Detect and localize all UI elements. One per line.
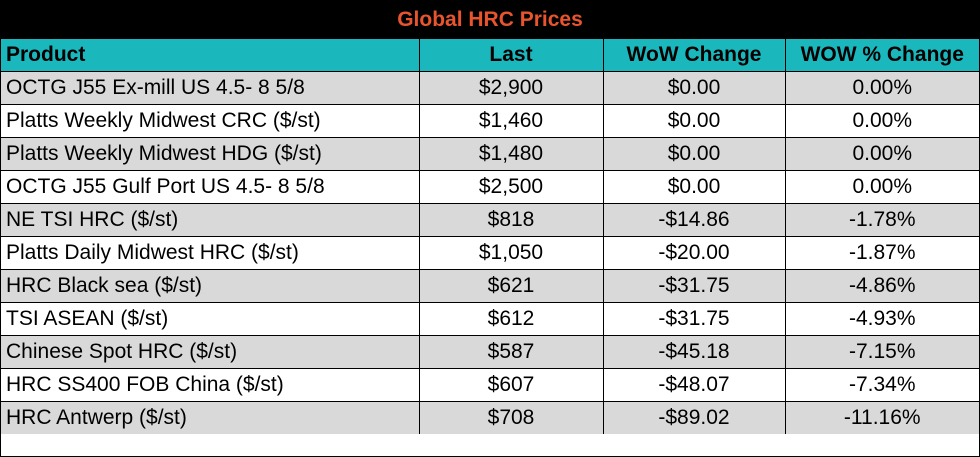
table-row: OCTG J55 Gulf Port US 4.5- 8 5/8 $2,500 $0… xyxy=(1,170,979,204)
cell-wow-change: -$45.18 xyxy=(602,335,786,369)
cell-wow-change: $0.00 xyxy=(602,71,786,105)
cell-wow-pct-change: 0.00% xyxy=(784,170,979,204)
cell-wow-pct-change: 0.00% xyxy=(784,104,979,138)
cell-wow-pct-change: -4.86% xyxy=(784,269,979,303)
cell-wow-pct-change: -4.93% xyxy=(784,302,979,336)
cell-wow-pct-change: -7.15% xyxy=(784,335,979,369)
table-row: OCTG J55 Ex-mill US 4.5- 8 5/8 $2,900 $0.0… xyxy=(1,71,979,105)
cell-last: $1,460 xyxy=(418,104,604,138)
table-row: HRC Black sea ($/st) $621 -$31.75 -4.86% xyxy=(1,269,979,303)
cell-last: $621 xyxy=(418,269,604,303)
cell-last: $1,480 xyxy=(418,137,604,171)
cell-last: $1,050 xyxy=(418,236,604,270)
cell-product: OCTG J55 Ex-mill US 4.5- 8 5/8 xyxy=(1,71,420,105)
cell-last: $612 xyxy=(418,302,604,336)
column-header-product: Product xyxy=(1,39,420,72)
cell-product: HRC Black sea ($/st) xyxy=(1,269,420,303)
table-row: TSI ASEAN ($/st) $612 -$31.75 -4.93% xyxy=(1,302,979,336)
cell-last: $607 xyxy=(418,368,604,402)
cell-wow-pct-change: -7.34% xyxy=(784,368,979,402)
cell-last: $818 xyxy=(418,203,604,237)
cell-wow-change: $0.00 xyxy=(602,170,786,204)
cell-product: OCTG J55 Gulf Port US 4.5- 8 5/8 xyxy=(1,170,420,204)
price-table: Product Last WoW Change WOW % Change OCT… xyxy=(1,39,979,434)
table-row: Platts Weekly Midwest HDG ($/st) $1,480 $0… xyxy=(1,137,979,171)
cell-wow-pct-change: -1.78% xyxy=(784,203,979,237)
cell-product: Chinese Spot HRC ($/st) xyxy=(1,335,420,369)
cell-wow-change: -$14.86 xyxy=(602,203,786,237)
cell-wow-pct-change: -1.87% xyxy=(784,236,979,270)
cell-product: Platts Weekly Midwest CRC ($/st) xyxy=(1,104,420,138)
cell-last: $708 xyxy=(418,401,604,434)
table-row: HRC SS400 FOB China ($/st) $607 -$48.07 -7.… xyxy=(1,368,979,402)
cell-wow-change: $0.00 xyxy=(602,104,786,138)
cell-product: HRC Antwerp ($/st) xyxy=(1,401,420,434)
table-body: OCTG J55 Ex-mill US 4.5- 8 5/8 $2,900 $0.0… xyxy=(1,71,979,434)
cell-product: NE TSI HRC ($/st) xyxy=(1,203,420,237)
column-header-wow-pct-change: WOW % Change xyxy=(784,39,979,72)
table-row: Chinese Spot HRC ($/st) $587 -$45.18 -7.15% xyxy=(1,335,979,369)
column-header-last: Last xyxy=(418,39,604,72)
cell-wow-pct-change: -11.16% xyxy=(784,401,979,434)
column-header-wow-change: WoW Change xyxy=(602,39,786,72)
table-row: Platts Weekly Midwest CRC ($/st) $1,460 $0… xyxy=(1,104,979,138)
cell-wow-change: -$89.02 xyxy=(602,401,786,434)
header-row: Product Last WoW Change WOW % Change xyxy=(1,39,979,72)
cell-wow-change: -$48.07 xyxy=(602,368,786,402)
table-row: Platts Daily Midwest HRC ($/st) $1,050 -$2… xyxy=(1,236,979,270)
cell-wow-pct-change: 0.00% xyxy=(784,71,979,105)
cell-last: $2,900 xyxy=(418,71,604,105)
cell-wow-change: $0.00 xyxy=(602,137,786,171)
cell-last: $2,500 xyxy=(418,170,604,204)
table-title: Global HRC Prices xyxy=(1,1,979,39)
cell-product: Platts Daily Midwest HRC ($/st) xyxy=(1,236,420,270)
table-row: NE TSI HRC ($/st) $818 -$14.86 -1.78% xyxy=(1,203,979,237)
cell-product: HRC SS400 FOB China ($/st) xyxy=(1,368,420,402)
cell-wow-pct-change: 0.00% xyxy=(784,137,979,171)
cell-wow-change: -$31.75 xyxy=(602,302,786,336)
table-row: HRC Antwerp ($/st) $708 -$89.02 -11.16% xyxy=(1,401,979,434)
cell-wow-change: -$31.75 xyxy=(602,269,786,303)
cell-last: $587 xyxy=(418,335,604,369)
cell-wow-change: -$20.00 xyxy=(602,236,786,270)
cell-product: TSI ASEAN ($/st) xyxy=(1,302,420,336)
cell-product: Platts Weekly Midwest HDG ($/st) xyxy=(1,137,420,171)
